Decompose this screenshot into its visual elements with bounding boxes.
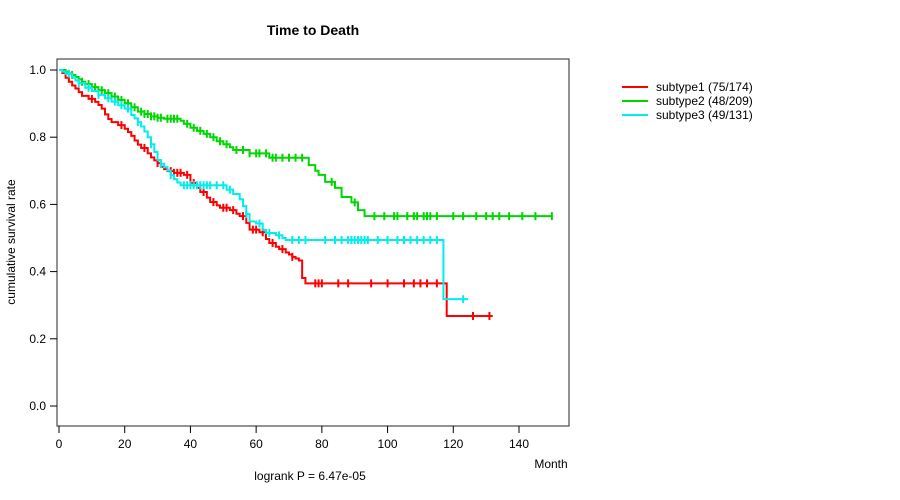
svg-text:0: 0 bbox=[56, 437, 63, 451]
chart-title: Time to Death bbox=[266, 22, 360, 38]
svg-text:80: 80 bbox=[315, 437, 329, 451]
legend-item-subtype1: subtype1 (75/174) bbox=[622, 80, 753, 94]
svg-text:100: 100 bbox=[378, 437, 398, 451]
svg-text:0.4: 0.4 bbox=[29, 265, 46, 279]
subtype3-line-swatch bbox=[622, 114, 648, 116]
legend-item-subtype3: subtype3 (49/131) bbox=[622, 108, 753, 122]
legend-item-subtype2: subtype2 (48/209) bbox=[622, 94, 753, 108]
curve-subtype3 bbox=[59, 69, 469, 304]
legend-label-subtype3: subtype3 (49/131) bbox=[656, 108, 753, 122]
svg-text:1.0: 1.0 bbox=[29, 63, 46, 77]
svg-text:20: 20 bbox=[118, 437, 132, 451]
svg-text:60: 60 bbox=[249, 437, 263, 451]
curve-subtype2 bbox=[59, 69, 553, 221]
y-axis-label: cumulative survival rate bbox=[4, 179, 18, 305]
legend-label-subtype2: subtype2 (48/209) bbox=[656, 94, 753, 108]
legend-label-subtype1: subtype1 (75/174) bbox=[656, 80, 753, 94]
legend: subtype1 (75/174) subtype2 (48/209) subt… bbox=[622, 80, 753, 122]
plot-box bbox=[56, 58, 570, 427]
subtype1-line-swatch bbox=[622, 86, 648, 88]
y-axis: 0.0 0.2 0.4 0.6 0.8 1.0 bbox=[29, 63, 57, 413]
svg-text:40: 40 bbox=[184, 437, 198, 451]
svg-text:0.2: 0.2 bbox=[29, 332, 46, 346]
svg-text:140: 140 bbox=[509, 437, 529, 451]
svg-text:0.8: 0.8 bbox=[29, 130, 46, 144]
x-axis: 0 20 40 60 80 100 120 140 bbox=[56, 426, 529, 451]
x-axis-label: Month bbox=[534, 457, 568, 471]
svg-text:120: 120 bbox=[443, 437, 463, 451]
svg-text:0.6: 0.6 bbox=[29, 197, 46, 211]
svg-text:0.0: 0.0 bbox=[29, 399, 46, 413]
subtype2-line-swatch bbox=[622, 100, 648, 102]
logrank-annotation: logrank P = 6.47e-05 bbox=[254, 469, 366, 483]
